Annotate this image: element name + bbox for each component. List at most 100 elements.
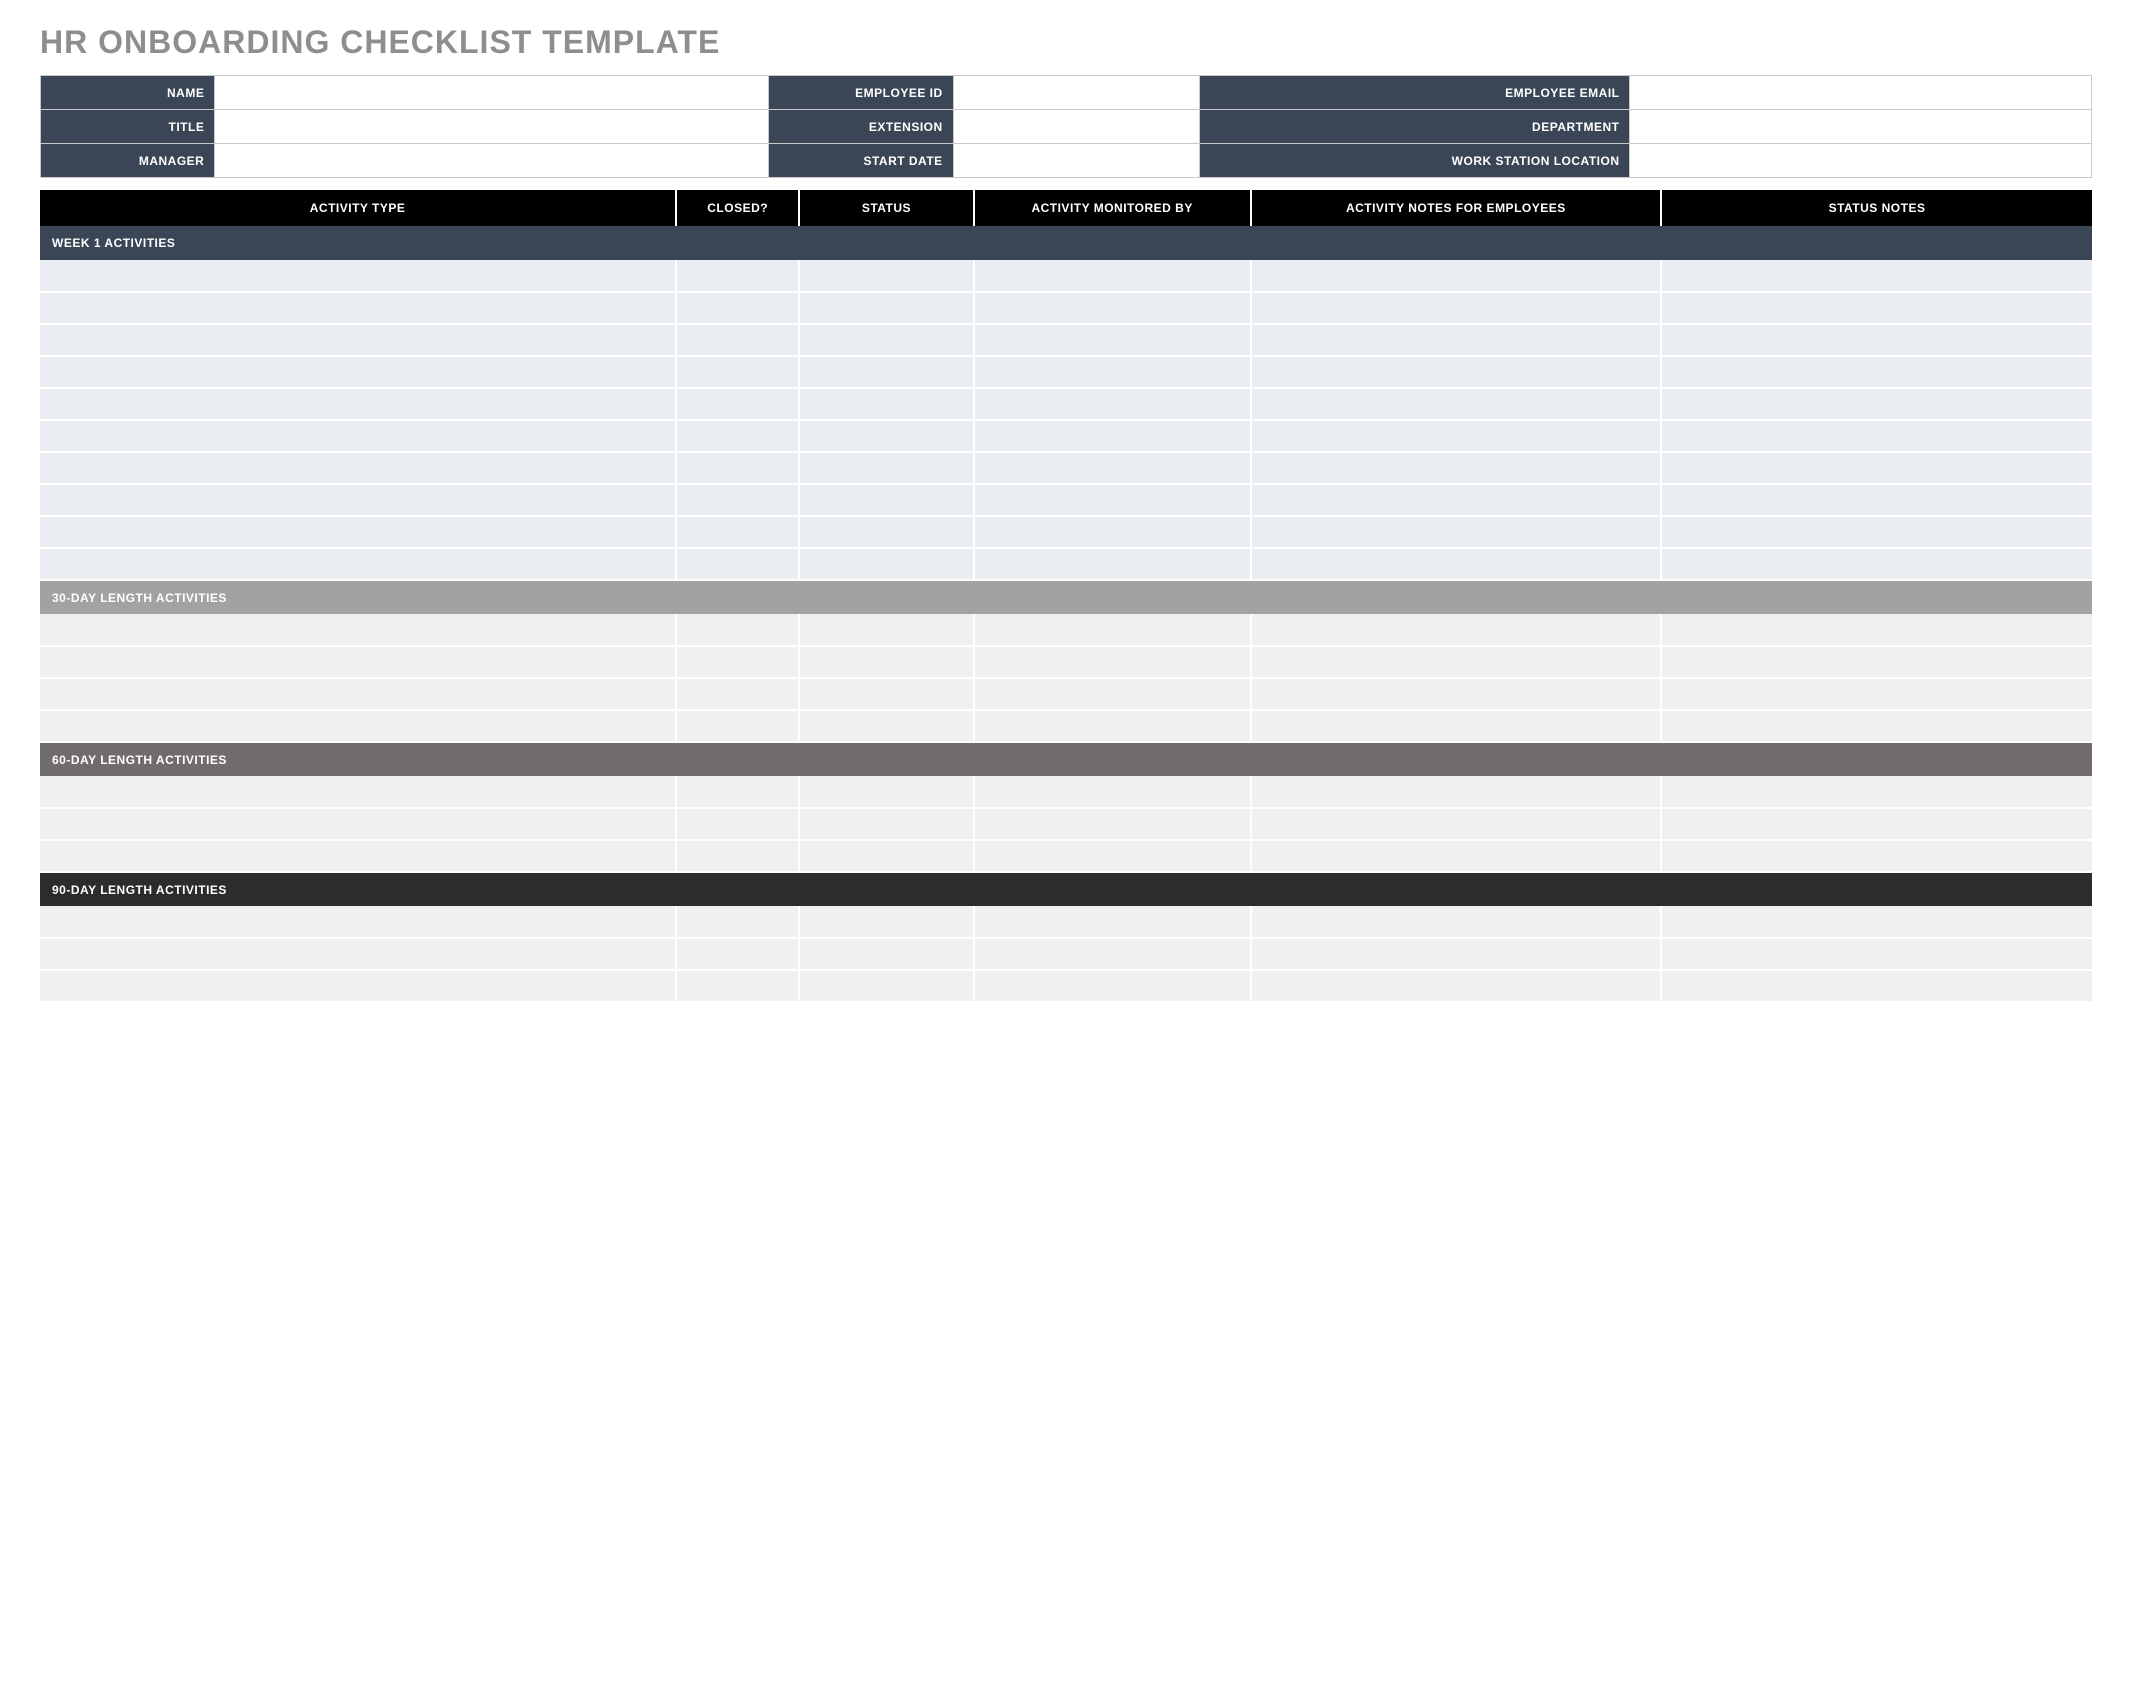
checklist-cell[interactable] <box>676 548 799 580</box>
checklist-cell[interactable] <box>676 970 799 1002</box>
checklist-cell[interactable] <box>1251 324 1661 356</box>
checklist-cell[interactable] <box>974 646 1251 678</box>
checklist-cell[interactable] <box>40 260 676 292</box>
checklist-cell[interactable] <box>799 906 973 938</box>
checklist-cell[interactable] <box>799 548 973 580</box>
checklist-cell[interactable] <box>1251 938 1661 970</box>
info-value[interactable] <box>215 110 769 144</box>
checklist-cell[interactable] <box>1661 388 2092 420</box>
checklist-cell[interactable] <box>1661 292 2092 324</box>
checklist-cell[interactable] <box>1661 840 2092 872</box>
checklist-cell[interactable] <box>1251 260 1661 292</box>
checklist-cell[interactable] <box>799 356 973 388</box>
checklist-cell[interactable] <box>799 710 973 742</box>
checklist-cell[interactable] <box>676 646 799 678</box>
checklist-cell[interactable] <box>799 678 973 710</box>
checklist-cell[interactable] <box>676 484 799 516</box>
checklist-cell[interactable] <box>974 420 1251 452</box>
checklist-cell[interactable] <box>799 938 973 970</box>
checklist-cell[interactable] <box>676 260 799 292</box>
checklist-cell[interactable] <box>40 646 676 678</box>
checklist-cell[interactable] <box>40 840 676 872</box>
checklist-cell[interactable] <box>799 292 973 324</box>
info-value[interactable] <box>953 144 1199 178</box>
checklist-cell[interactable] <box>1661 710 2092 742</box>
checklist-cell[interactable] <box>1661 356 2092 388</box>
checklist-cell[interactable] <box>40 970 676 1002</box>
checklist-cell[interactable] <box>40 292 676 324</box>
checklist-cell[interactable] <box>40 388 676 420</box>
checklist-cell[interactable] <box>676 420 799 452</box>
checklist-cell[interactable] <box>676 840 799 872</box>
checklist-cell[interactable] <box>40 776 676 808</box>
checklist-cell[interactable] <box>1251 678 1661 710</box>
checklist-cell[interactable] <box>40 516 676 548</box>
checklist-cell[interactable] <box>1661 776 2092 808</box>
checklist-cell[interactable] <box>799 808 973 840</box>
checklist-cell[interactable] <box>1251 292 1661 324</box>
checklist-cell[interactable] <box>40 324 676 356</box>
checklist-cell[interactable] <box>676 938 799 970</box>
checklist-cell[interactable] <box>1661 484 2092 516</box>
checklist-cell[interactable] <box>974 484 1251 516</box>
checklist-cell[interactable] <box>676 808 799 840</box>
checklist-cell[interactable] <box>974 388 1251 420</box>
checklist-cell[interactable] <box>40 484 676 516</box>
info-value[interactable] <box>215 144 769 178</box>
checklist-cell[interactable] <box>1661 678 2092 710</box>
info-value[interactable] <box>953 110 1199 144</box>
checklist-cell[interactable] <box>974 452 1251 484</box>
checklist-cell[interactable] <box>1251 646 1661 678</box>
checklist-cell[interactable] <box>974 548 1251 580</box>
checklist-cell[interactable] <box>1661 452 2092 484</box>
checklist-cell[interactable] <box>676 678 799 710</box>
checklist-cell[interactable] <box>799 484 973 516</box>
checklist-cell[interactable] <box>676 614 799 646</box>
checklist-cell[interactable] <box>974 292 1251 324</box>
checklist-cell[interactable] <box>40 938 676 970</box>
checklist-cell[interactable] <box>1661 260 2092 292</box>
checklist-cell[interactable] <box>974 356 1251 388</box>
info-value[interactable] <box>1630 76 2092 110</box>
info-value[interactable] <box>953 76 1199 110</box>
checklist-cell[interactable] <box>40 614 676 646</box>
checklist-cell[interactable] <box>40 906 676 938</box>
checklist-cell[interactable] <box>1251 548 1661 580</box>
checklist-cell[interactable] <box>1661 324 2092 356</box>
checklist-cell[interactable] <box>799 776 973 808</box>
checklist-cell[interactable] <box>40 808 676 840</box>
checklist-cell[interactable] <box>676 516 799 548</box>
checklist-cell[interactable] <box>799 516 973 548</box>
checklist-cell[interactable] <box>40 678 676 710</box>
checklist-cell[interactable] <box>1661 548 2092 580</box>
checklist-cell[interactable] <box>676 906 799 938</box>
checklist-cell[interactable] <box>1661 614 2092 646</box>
checklist-cell[interactable] <box>1251 776 1661 808</box>
checklist-cell[interactable] <box>1661 970 2092 1002</box>
checklist-cell[interactable] <box>1251 808 1661 840</box>
checklist-cell[interactable] <box>1251 710 1661 742</box>
info-value[interactable] <box>1630 144 2092 178</box>
checklist-cell[interactable] <box>40 710 676 742</box>
checklist-cell[interactable] <box>676 452 799 484</box>
checklist-cell[interactable] <box>676 356 799 388</box>
checklist-cell[interactable] <box>799 388 973 420</box>
checklist-cell[interactable] <box>1661 646 2092 678</box>
checklist-cell[interactable] <box>1251 516 1661 548</box>
checklist-cell[interactable] <box>40 356 676 388</box>
checklist-cell[interactable] <box>1661 808 2092 840</box>
info-value[interactable] <box>215 76 769 110</box>
checklist-cell[interactable] <box>1251 614 1661 646</box>
checklist-cell[interactable] <box>676 710 799 742</box>
checklist-cell[interactable] <box>1251 452 1661 484</box>
checklist-cell[interactable] <box>1251 484 1661 516</box>
checklist-cell[interactable] <box>974 808 1251 840</box>
checklist-cell[interactable] <box>974 840 1251 872</box>
checklist-cell[interactable] <box>40 420 676 452</box>
checklist-cell[interactable] <box>1251 356 1661 388</box>
checklist-cell[interactable] <box>799 614 973 646</box>
checklist-cell[interactable] <box>1661 516 2092 548</box>
checklist-cell[interactable] <box>799 260 973 292</box>
checklist-cell[interactable] <box>974 970 1251 1002</box>
checklist-cell[interactable] <box>974 324 1251 356</box>
